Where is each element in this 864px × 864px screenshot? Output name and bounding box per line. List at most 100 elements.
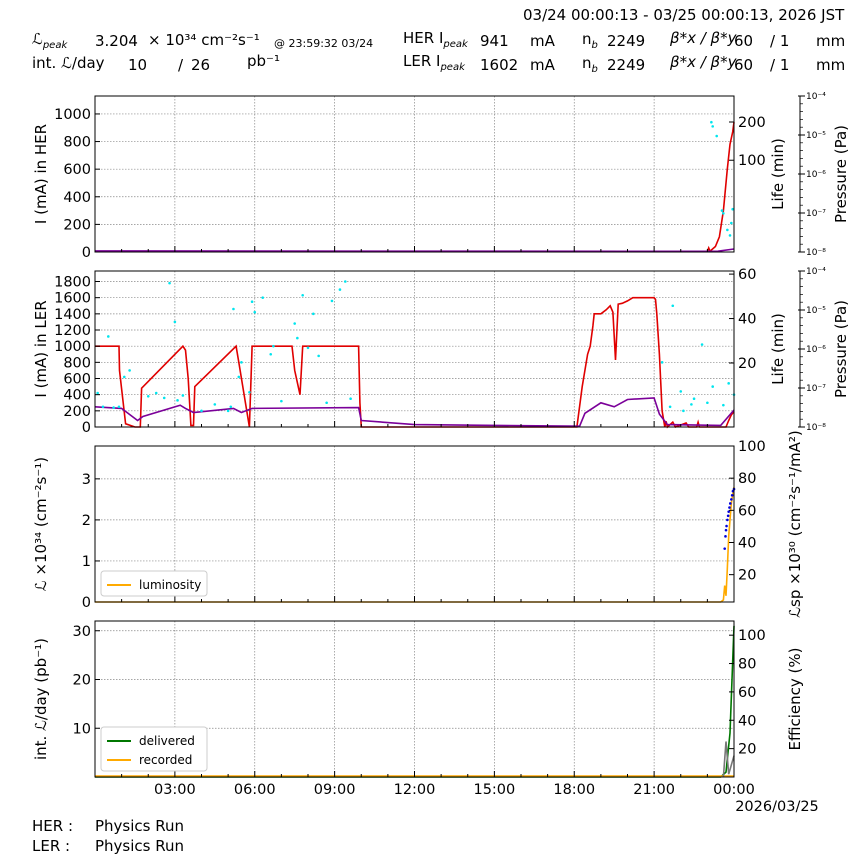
- ler-ytick-label: 600: [63, 372, 91, 388]
- lum-specific-point: [727, 510, 730, 513]
- lum-ylabel: ℒ ×10³⁴ (cm⁻²s⁻¹): [32, 457, 50, 591]
- ler-pressure-point: [306, 346, 310, 350]
- ler-pressure-point: [229, 405, 233, 409]
- ler-ytick-label: 1600: [54, 291, 91, 307]
- ler-pressure-point: [727, 382, 730, 385]
- her-status-label: HER :: [32, 817, 74, 835]
- ler-pressure-point: [317, 354, 320, 358]
- ler-pressure-point: [668, 405, 672, 409]
- int-y2tick-label: 100: [738, 628, 766, 644]
- her-y2tick-label: 200: [738, 115, 766, 131]
- her-y3tick-label: 10⁻⁸: [806, 248, 826, 258]
- ler-pressure-point: [682, 409, 685, 413]
- ler-pressure-point: [671, 304, 675, 308]
- int-efficiency-line: [722, 741, 735, 778]
- ler-pressure-point: [248, 390, 251, 394]
- her-pressure-point: [722, 212, 725, 215]
- her-nb-value: 2249: [607, 32, 646, 50]
- ler-pressure-point: [330, 299, 334, 303]
- ler-pressure-point: [122, 375, 126, 379]
- ler-pressure-point: [679, 390, 683, 393]
- ler-pressure-point: [272, 344, 275, 348]
- intl-sep: /: [178, 56, 184, 74]
- ler-pressure-point: [96, 391, 99, 395]
- ler-pressure-point: [692, 397, 696, 401]
- her-pressure-point: [731, 207, 734, 211]
- lum-frame: [94, 445, 735, 603]
- ler-pressure-point: [237, 375, 241, 379]
- ler-pressure-point: [154, 391, 158, 395]
- lum-ytick-label: 1: [82, 554, 91, 570]
- ler-pressure-point: [168, 281, 171, 285]
- int-y2tick-label: 80: [738, 657, 756, 673]
- header: 03/24 00:00:13 - 03/25 00:00:13, 2026 JS…: [0, 0, 864, 90]
- ler-ipeak-label: LER Ipeak: [403, 52, 465, 73]
- her-ipeak-value: 941: [480, 32, 509, 50]
- her-ytick-label: 1000: [54, 107, 91, 123]
- ler-ytick-label: 1200: [54, 323, 91, 339]
- grid-layer: [95, 96, 734, 777]
- int-xtick-label: 09:00: [314, 782, 356, 798]
- ler-nb-label: nb: [582, 54, 598, 75]
- intl-unit: pb⁻¹: [247, 52, 280, 70]
- ler-pressure-point: [325, 401, 328, 405]
- her-y2tick-label: 100: [738, 153, 766, 169]
- ler-pressure-point: [213, 403, 217, 406]
- int-xtick-label: 06:00: [234, 782, 276, 798]
- ler-y3tick-label: 10⁻⁸: [806, 423, 826, 433]
- ler-pressure-point: [101, 405, 105, 409]
- ler-y3label: Pressure (Pa): [832, 300, 850, 398]
- lum-y2tick-label: 80: [738, 471, 756, 487]
- her-beta-label: β*x / β*y: [670, 29, 737, 47]
- lum-specific-point: [723, 547, 726, 550]
- ler-ipeak-unit: mA: [530, 56, 555, 74]
- her-beta-x: 60: [734, 32, 754, 50]
- ler-pressure-point: [146, 394, 150, 398]
- ler-ytick-label: 1000: [54, 339, 91, 355]
- ler-ytick-label: 1800: [54, 275, 91, 291]
- ler-life-line: [94, 397, 735, 428]
- ler-pressure-point: [711, 385, 714, 388]
- her-pressure-point: [711, 125, 714, 128]
- her-ytick-label: 600: [63, 162, 91, 178]
- ler-pressure-point: [301, 293, 304, 297]
- lum-specific-point: [726, 514, 730, 518]
- ler-pressure-point: [173, 320, 177, 324]
- ler-pressure-point: [226, 409, 230, 413]
- ler-ytick-label: 400: [63, 388, 91, 404]
- ler-status-label: LER :: [32, 837, 71, 855]
- ler-y3tick-label: 10⁻⁶: [806, 345, 826, 355]
- ler-pressure-point: [293, 322, 296, 325]
- ler-ylabel: I (mA) in LER: [32, 300, 50, 397]
- her-pressure-point: [715, 134, 718, 138]
- ler-pressure-point: [312, 312, 315, 316]
- int-xtick-label: 18:00: [553, 782, 595, 798]
- int-xtick-label: 03:00: [154, 782, 196, 798]
- lum-ytick-label: 0: [82, 595, 91, 611]
- ler-pressure-point: [343, 280, 347, 283]
- ler-pressure-point: [162, 396, 166, 400]
- ler-beta-y: / 1: [770, 56, 790, 74]
- lum-y2label: ℒsp ×10³⁰ (cm⁻²s⁻¹/mA²): [786, 430, 804, 618]
- ler-y2tick-label: 60: [738, 267, 756, 283]
- lum-specific-point: [726, 518, 729, 522]
- date-range: 03/24 00:00:13 - 03/25 00:00:13, 2026 JS…: [523, 6, 845, 24]
- ler-pressure-point: [117, 405, 121, 409]
- int-xtick-label: 00:00: [713, 782, 755, 798]
- int-ytick-label: 30: [73, 624, 91, 640]
- her-current-line: [95, 122, 735, 253]
- int-xtick-label: 15:00: [473, 782, 515, 798]
- her-pressure-point: [730, 221, 733, 225]
- ler-pressure-point: [700, 343, 704, 346]
- lpeak-unit: × 10³⁴ cm⁻²s⁻¹: [148, 31, 260, 49]
- lum-y2tick-label: 60: [738, 503, 756, 519]
- data-layer: [94, 120, 736, 778]
- ler-beta-label: β*x / β*y: [670, 53, 737, 71]
- her-beta-y: / 1: [770, 32, 790, 50]
- her-y3tick-label: 10⁻⁷: [806, 209, 826, 219]
- her-beta-unit: mm: [816, 32, 846, 50]
- ler-y3tick-label: 10⁻⁴: [806, 267, 826, 277]
- ler-beta-unit: mm: [816, 56, 846, 74]
